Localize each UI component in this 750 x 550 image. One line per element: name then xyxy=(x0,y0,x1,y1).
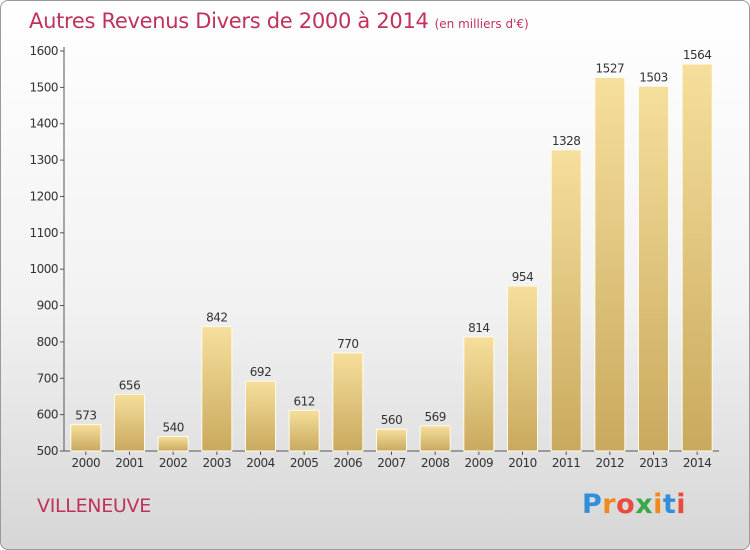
bar xyxy=(245,380,276,452)
proxiti-logo: Proxiti xyxy=(582,489,686,520)
bar-value-label: 692 xyxy=(250,365,271,379)
x-tick-label: 2000 xyxy=(72,456,101,470)
logo-letter: i xyxy=(676,489,687,520)
bar xyxy=(463,336,495,452)
bar-value-label: 770 xyxy=(337,337,358,351)
bar-value-label: 1564 xyxy=(683,48,712,62)
logo-letter: o xyxy=(616,489,636,520)
x-tick-label: 2003 xyxy=(203,456,232,470)
bar xyxy=(332,352,364,452)
x-tick-label: 2005 xyxy=(290,456,319,470)
bars: 573 656 540 842 692 612 770 560 569 814 954 1328 152… xyxy=(70,48,713,452)
x-tick-label: 2007 xyxy=(377,456,406,470)
x-tick-label: 2004 xyxy=(246,456,275,470)
bar-value-label: 954 xyxy=(512,270,533,284)
y-tick-label: 1000 xyxy=(29,262,58,276)
bar-value-label: 656 xyxy=(119,378,140,392)
logo-letter: x xyxy=(635,489,654,520)
y-tick-label: 700 xyxy=(37,371,58,385)
bar-value-label: 1328 xyxy=(552,134,581,148)
y-tick-label: 600 xyxy=(37,408,58,422)
chart-title: Autres Revenus Divers de 2000 à 2014 (en … xyxy=(29,9,529,33)
bar xyxy=(507,285,538,452)
bar-value-label: 1503 xyxy=(639,70,668,84)
x-tick-label: 2012 xyxy=(596,456,625,470)
bar xyxy=(550,149,582,452)
town-name: VILLENEUVE xyxy=(37,495,151,517)
x-tick-label: 2013 xyxy=(639,456,668,470)
bar-value-label: 573 xyxy=(75,408,96,422)
x-tick-label: 2008 xyxy=(421,456,450,470)
y-tick-label: 900 xyxy=(37,299,58,313)
logo-letter: P xyxy=(582,489,603,520)
bar xyxy=(419,425,451,452)
x-tick-label: 2010 xyxy=(508,456,537,470)
logo-letter: t xyxy=(662,489,677,520)
y-tick-label: 800 xyxy=(37,335,58,349)
bar xyxy=(70,423,102,452)
x-tick-label: 2011 xyxy=(552,456,581,470)
x-tick-label: 2006 xyxy=(334,456,363,470)
y-axis: 500 600 700 800 900 1000 1100 1200 1300 1400 1500 1… xyxy=(29,44,719,470)
y-tick-label: 1300 xyxy=(29,153,58,167)
bar-value-label: 1527 xyxy=(596,62,625,76)
y-tick-label: 1100 xyxy=(29,226,58,240)
bar-value-label: 560 xyxy=(381,413,402,427)
x-tick-label: 2014 xyxy=(683,456,712,470)
bar xyxy=(201,326,233,452)
bar-value-label: 814 xyxy=(468,321,489,335)
x-tick-label: 2001 xyxy=(115,456,144,470)
y-tick-label: 1400 xyxy=(29,117,58,131)
bar xyxy=(638,85,669,452)
bar-value-label: 612 xyxy=(293,394,314,408)
y-tick-label: 1600 xyxy=(29,44,58,58)
bar xyxy=(594,77,626,452)
bar-value-label: 569 xyxy=(424,410,445,424)
chart-title-text: Autres Revenus Divers de 2000 à 2014 xyxy=(29,9,429,33)
chart-unit: (en milliers d'€) xyxy=(434,17,529,31)
bar-value-label: 842 xyxy=(206,311,227,325)
y-tick-label: 1200 xyxy=(29,189,58,203)
bar xyxy=(114,393,145,452)
x-tick-label: 2009 xyxy=(465,456,494,470)
bar xyxy=(157,435,189,452)
bar xyxy=(376,428,407,452)
logo-letter: i xyxy=(653,489,663,520)
bar xyxy=(681,63,713,452)
y-tick-label: 1500 xyxy=(29,80,58,94)
bar xyxy=(288,409,320,452)
y-tick-label: 500 xyxy=(37,444,58,458)
x-tick-label: 2002 xyxy=(159,456,188,470)
logo-letter: r xyxy=(602,489,617,520)
bar-value-label: 540 xyxy=(162,420,183,434)
